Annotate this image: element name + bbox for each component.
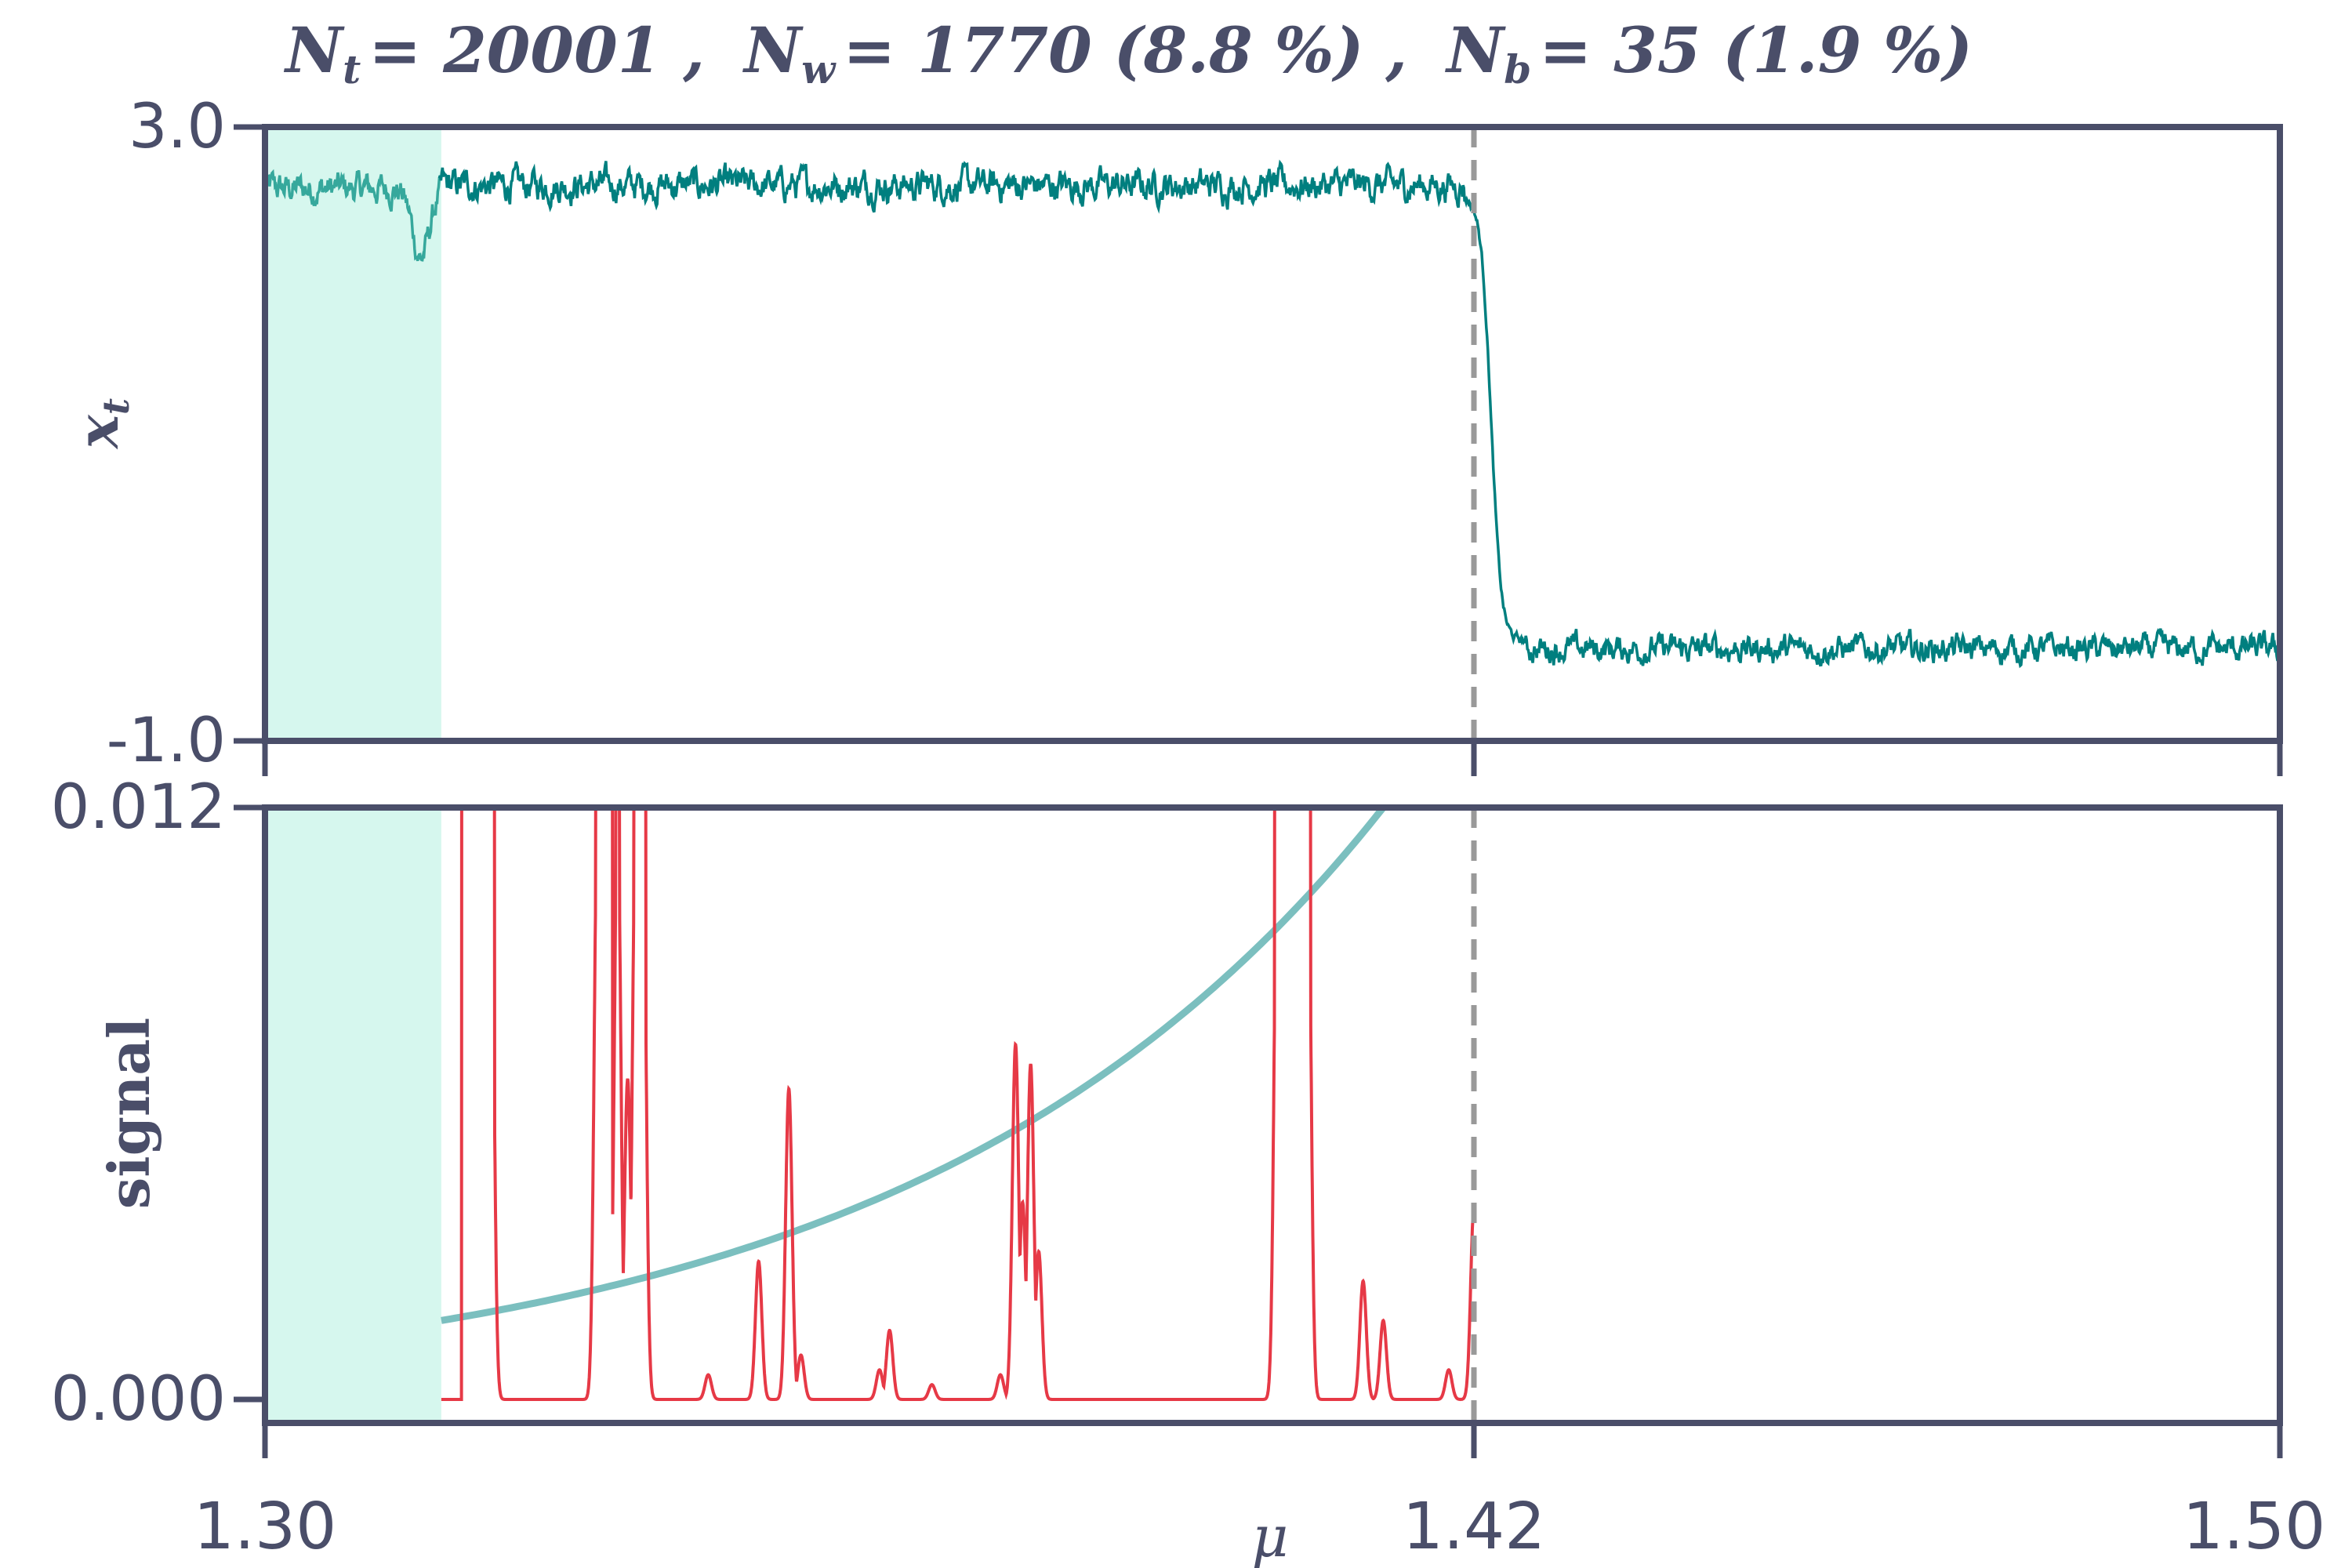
title-nt-value: = 20001 , xyxy=(368,13,705,87)
axis-ticks: 3.0 -1.00.012 0.000 1.30 1.42 1.50 xyxy=(51,92,2326,1564)
bottom-series-group xyxy=(441,805,1475,1402)
top-series-warmup-line xyxy=(263,169,443,262)
title-nw-symbol: N xyxy=(742,13,804,87)
bottom-ytick-label: 0.012 xyxy=(51,772,226,843)
chart-title: Nt = 20001 , Nw = 1770 (8.8 %) , Nb = 35 (1.9… xyxy=(283,13,1973,93)
top-ylabel-subscript: t xyxy=(95,398,137,415)
title-nw-value: = 1770 (8.8 %) , xyxy=(843,13,1407,87)
title-nw-subscript: w xyxy=(801,46,837,93)
threshold-curve xyxy=(441,805,1386,1324)
top-ylabel-symbol: x xyxy=(64,414,131,450)
signal-line xyxy=(441,808,1475,1402)
bottom-ytick-label: 0.000 xyxy=(51,1364,226,1435)
top-ylabel: xt xyxy=(64,398,137,450)
xtick-label: 1.30 xyxy=(194,1490,337,1564)
top-series-group xyxy=(263,159,2281,669)
warmup-region-bottom xyxy=(265,808,441,1423)
top-series-line xyxy=(437,159,2281,669)
xtick-label: 1.50 xyxy=(2183,1490,2326,1564)
title-nb-value: = 35 (1.9 %) xyxy=(1539,13,1973,87)
bottom-panel-frame xyxy=(262,804,2283,1426)
title-nt-subscript: t xyxy=(343,46,361,93)
bottom-ylabel: signal xyxy=(96,1018,162,1210)
warmup-region-top xyxy=(265,127,441,741)
title-nt-symbol: N xyxy=(283,13,345,87)
x-axis-label: μ xyxy=(1252,1504,1289,1568)
top-panel-frame xyxy=(262,124,2283,744)
top-ytick-label: 3.0 xyxy=(129,92,226,162)
title-nb-symbol: N xyxy=(1444,13,1506,87)
top-ytick-label: -1.0 xyxy=(107,706,226,776)
title-nb-subscript: b xyxy=(1504,46,1531,93)
xtick-label: 1.42 xyxy=(1403,1490,1546,1564)
